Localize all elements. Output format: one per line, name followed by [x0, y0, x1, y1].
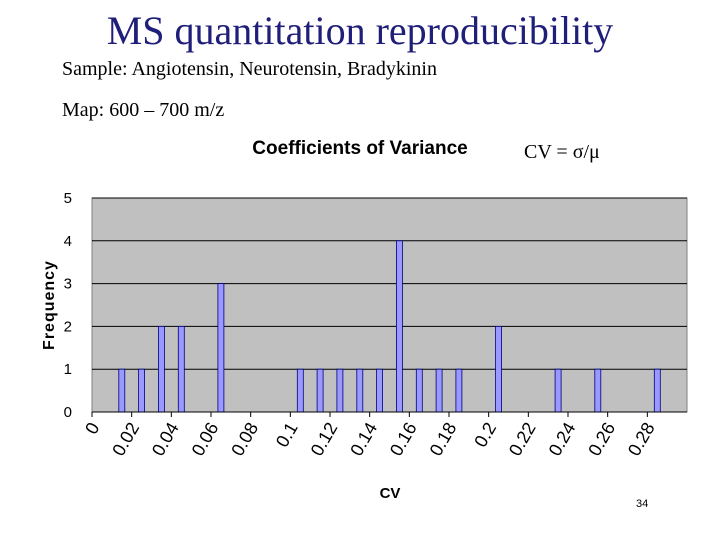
sample-line: Sample: Angiotensin, Neurotensin, Bradyk…: [62, 58, 437, 80]
histogram-bar: [177, 325, 185, 413]
x-tick-label: 0.06: [188, 419, 223, 459]
x-axis-tick-labels: 0 0.02 0.04 0.06 0.08 0.1 0.12 0.14 0.16 0.18 0.2 0…: [81, 419, 659, 459]
y-tick-label: 5: [64, 190, 72, 207]
y-tick-label: 0: [64, 404, 72, 421]
histogram-bar: [118, 368, 126, 413]
histogram-bar: [217, 283, 225, 413]
cv-formula: CV = σ/μ: [524, 141, 600, 163]
y-tick-label: 1: [64, 361, 72, 378]
y-tick-label: 2: [64, 318, 72, 335]
histogram-bar: [157, 325, 165, 413]
x-tick-label: 0.08: [227, 419, 262, 459]
x-tick-label: 0.24: [545, 419, 580, 459]
y-axis-tick-labels: 0 1 2 3 4 5: [64, 190, 72, 421]
y-tick-label: 4: [64, 233, 72, 250]
y-tick-label: 3: [64, 276, 72, 293]
x-tick-label: 0.18: [426, 419, 461, 459]
histogram-bar: [395, 240, 403, 413]
x-axis-label: CV: [380, 485, 401, 502]
x-tick-label: 0.1: [272, 419, 302, 451]
x-tick-label: 0.26: [584, 419, 619, 459]
x-tick-label: 0.16: [386, 419, 421, 459]
slide-title: MS quantitation reproducibility: [106, 8, 614, 53]
histogram-bar: [653, 368, 661, 413]
x-tick-label: 0.04: [148, 419, 183, 459]
histogram-bar: [138, 368, 146, 413]
x-axis-ticks: [91, 412, 648, 417]
histogram-bar: [455, 368, 463, 413]
histogram-bar: [336, 368, 344, 413]
gridlines: [92, 197, 687, 370]
histogram-bar: [495, 325, 503, 413]
map-line: Map: 600 – 700 m/z: [62, 99, 225, 121]
histogram-bar: [594, 368, 602, 413]
histogram-bar: [376, 368, 384, 413]
histogram-bar: [296, 368, 304, 413]
x-tick-label: 0: [81, 419, 103, 438]
x-tick-label: 0.22: [505, 419, 540, 459]
histogram-bar: [356, 368, 364, 413]
page-number: 34: [636, 498, 649, 510]
chart-title: Coefficients of Variance: [252, 138, 467, 159]
histogram-bar: [316, 368, 324, 413]
plot-area: [91, 197, 688, 413]
x-tick-label: 0.14: [346, 419, 381, 459]
histogram-bar: [415, 368, 423, 413]
x-tick-label: 0.28: [624, 419, 659, 459]
x-tick-label: 0.2: [470, 419, 500, 451]
histogram-bar: [554, 368, 562, 413]
x-tick-label: 0.12: [307, 419, 342, 459]
histogram-bar: [435, 368, 443, 413]
x-tick-label: 0.02: [108, 419, 143, 459]
y-axis-label: Frequency: [41, 260, 58, 350]
